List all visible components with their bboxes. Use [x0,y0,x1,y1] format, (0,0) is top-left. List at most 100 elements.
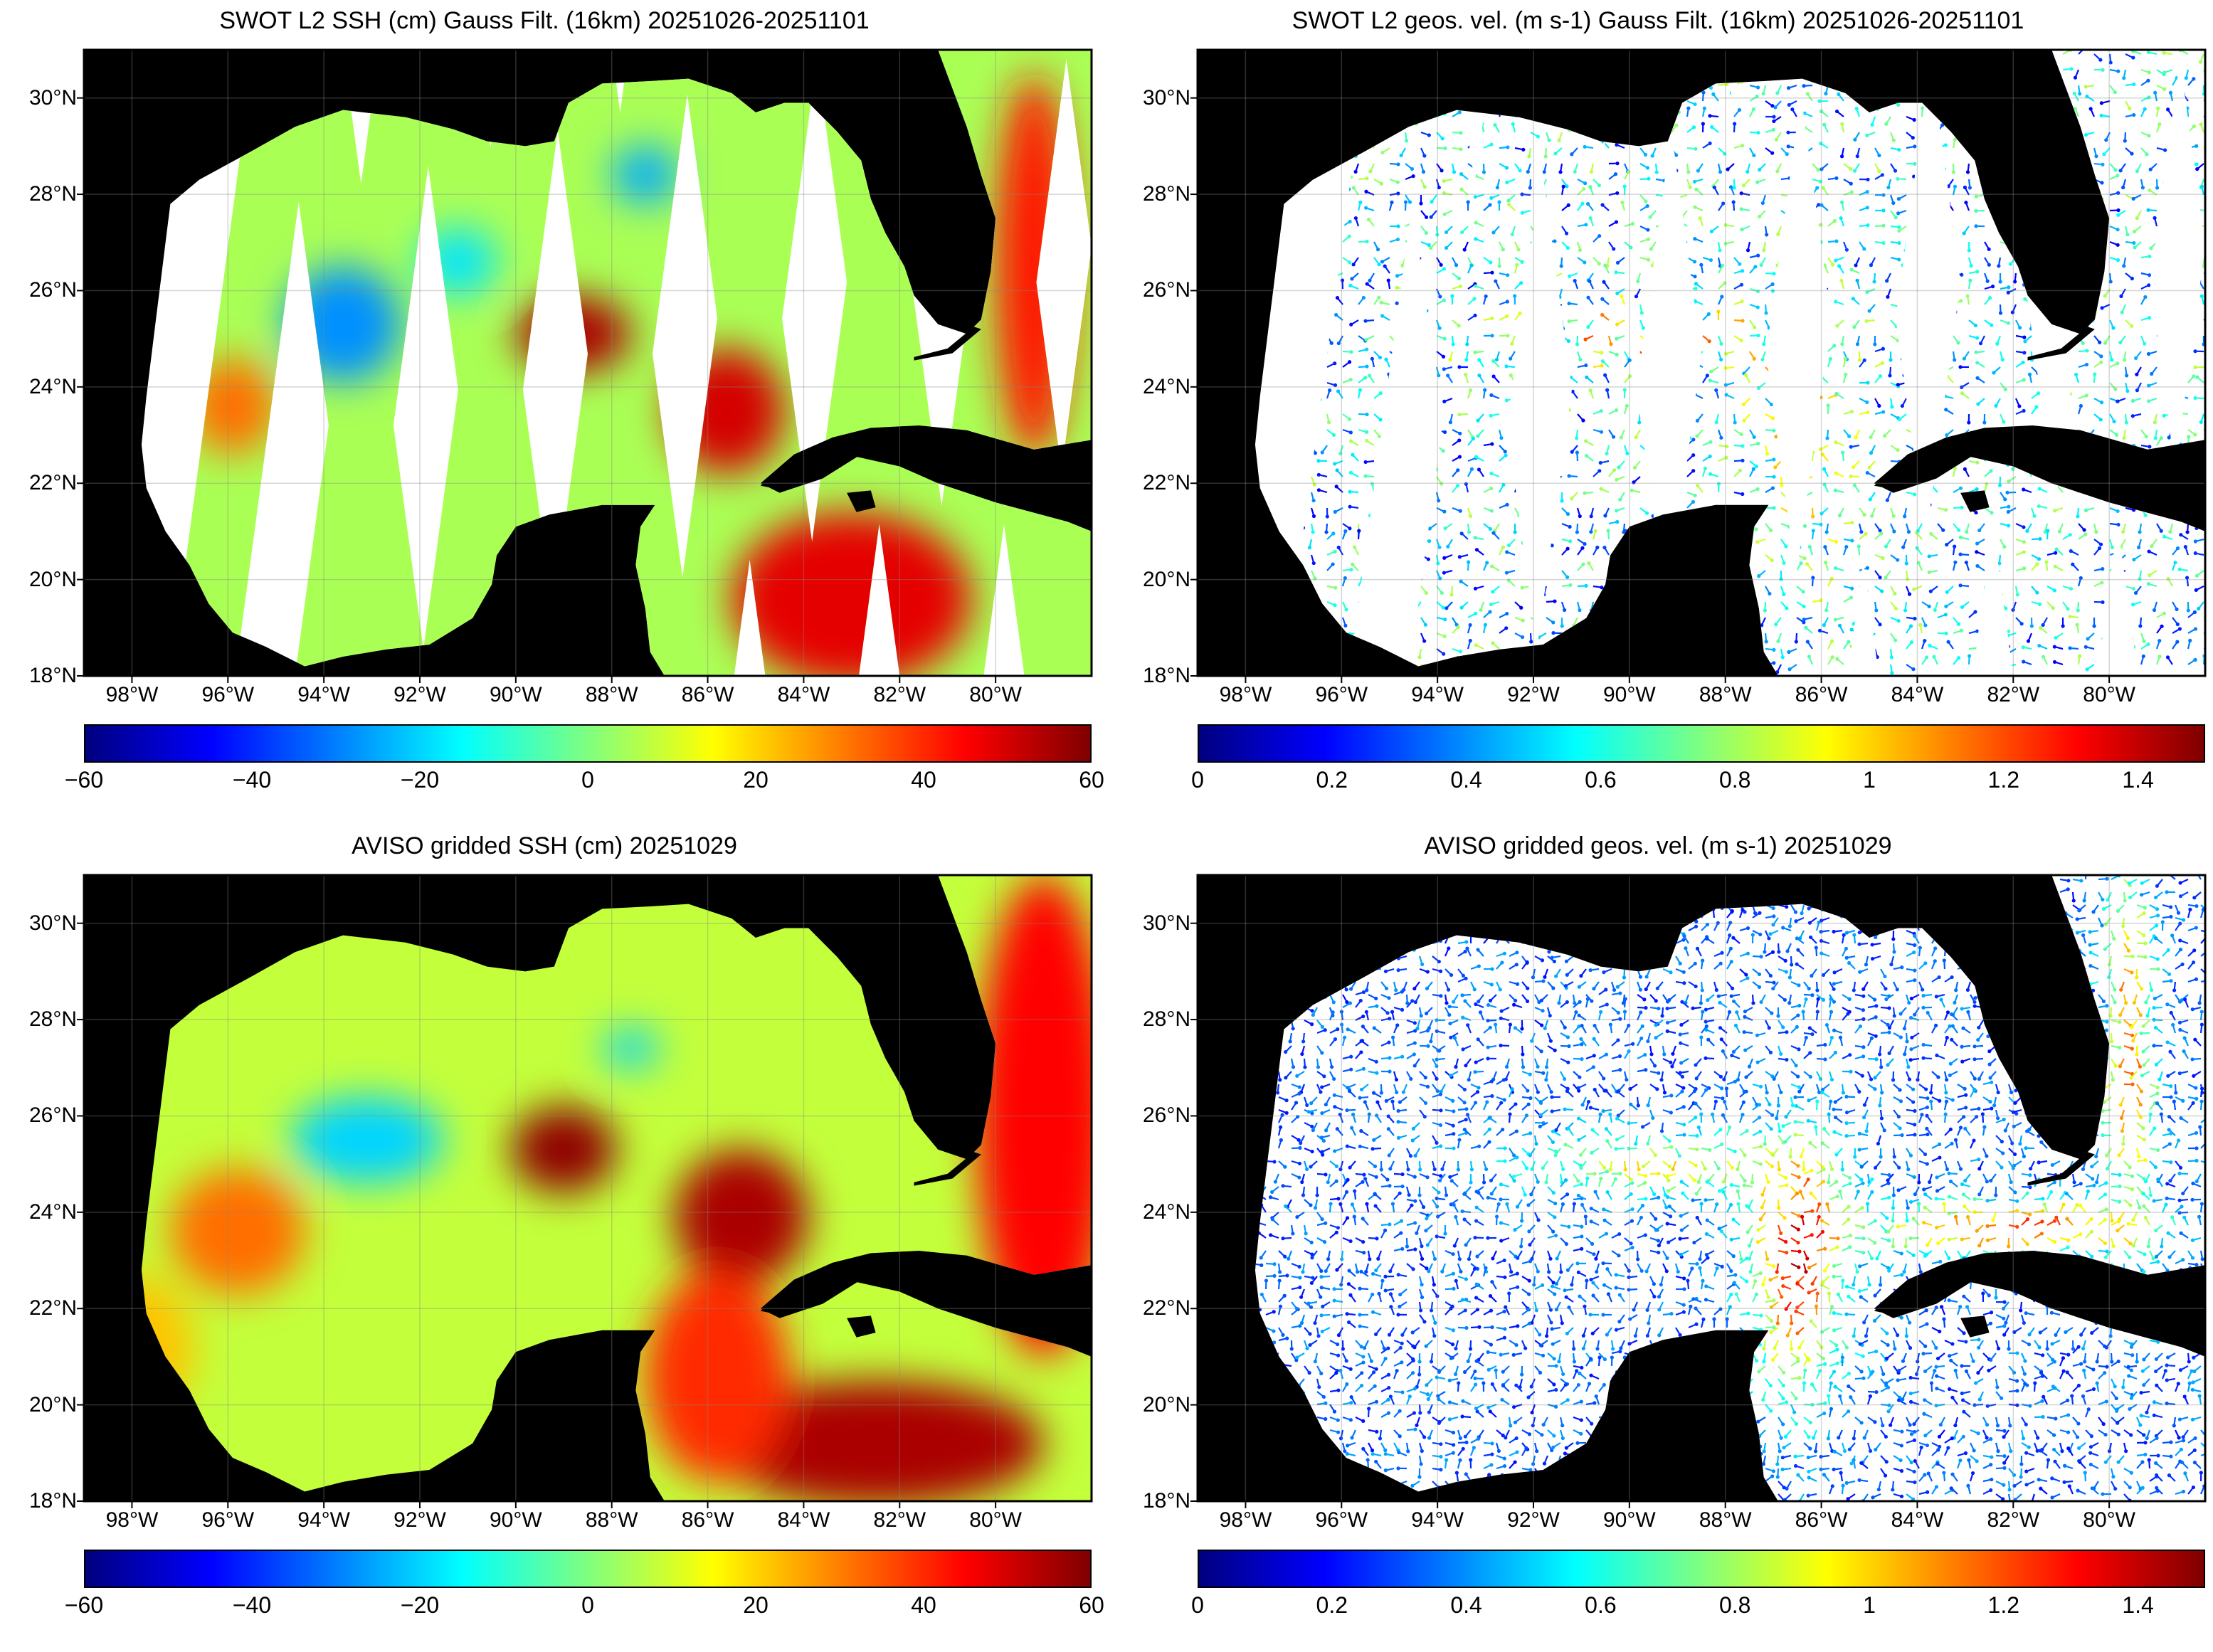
map-canvas [1190,48,2207,683]
colorbar-tick-label: 1 [1863,1592,1876,1618]
colorbar-tick-label: 40 [911,1592,936,1618]
colorbar-ssh [84,724,1092,763]
lon-tick-label: 86°W [681,1508,734,1532]
colorbar-tick-label: 20 [743,767,769,793]
lon-tick-label: 98°W [105,1508,159,1532]
lon-tick-label: 82°W [1987,1508,2040,1532]
lon-tick-label: 96°W [201,1508,255,1532]
lat-tick-label: 26°N [28,1103,77,1128]
lat-tick-label: 20°N [1142,1392,1190,1417]
map-aviso-velocity: 30°N 28°N 26°N 24°N 22°N 20°N 18°N 98°W 96°W 94°W… [1143,874,2207,1532]
colorbar-tick-label: 0 [581,767,594,793]
lat-tick-label: 22°N [1142,471,1190,495]
lat-tick-label: 28°N [28,182,77,206]
lon-tick-label: 94°W [1411,1508,1464,1532]
lat-tick-label: 18°N [1142,1489,1190,1513]
lon-tick-label: 82°W [1987,683,2040,706]
lat-tick-label: 24°N [1142,1200,1190,1224]
lon-tick-label: 84°W [777,683,830,706]
lat-tick-label: 30°N [1142,911,1190,935]
lat-tick-label: 22°N [28,471,77,495]
colorbar-tick-label: 1.4 [2122,1592,2154,1618]
panel-title: SWOT L2 geos. vel. (m s-1) Gauss Filt. (… [1292,7,2024,34]
colorbar-tick-label: 1.2 [1987,1592,2020,1618]
colorbar-tick-label: 0.4 [1450,1592,1482,1618]
map-canvas [77,874,1093,1508]
map-aviso-ssh: 30°N 28°N 26°N 24°N 22°N 20°N 18°N 98°W 96°W 94°W… [29,874,1093,1532]
map-canvas [1190,874,2207,1508]
lon-tick-label: 92°W [1507,1508,1560,1532]
panel-aviso-velocity: AVISO gridded geos. vel. (m s-1) 2025102… [1114,825,2207,1618]
lon-tick-label: 80°W [969,1508,1022,1532]
lon-tick-label: 84°W [777,1508,830,1532]
lat-tick-label: 30°N [1142,85,1190,110]
colorbar-tick-label: 1.4 [2122,767,2154,793]
panel-aviso-ssh: AVISO gridded SSH (cm) 20251029 30°N 28°N… [0,825,1104,1618]
panel-title: SWOT L2 SSH (cm) Gauss Filt. (16km) 2025… [219,7,870,34]
colorbar-tick-label: −60 [64,767,104,793]
colorbar-velocity [1198,1550,2205,1588]
map-swot-ssh: 30°N 28°N 26°N 24°N 22°N 20°N 18°N 98°W 96°W 94°W… [29,48,1093,706]
colorbar-tick-label: 0.8 [1718,767,1751,793]
lon-tick-label: 92°W [394,1508,446,1532]
colorbar-velocity [1198,724,2205,763]
lon-tick-label: 92°W [394,683,446,706]
lon-tick-label: 94°W [1411,683,1464,706]
colorbar-tick-label: 40 [911,767,936,793]
lon-tick-label: 96°W [1315,1508,1368,1532]
lon-tick-label: 90°W [490,683,542,706]
lat-tick-label: 18°N [28,664,77,687]
colorbar-tick-label: 1.2 [1987,767,2020,793]
lon-tick-label: 90°W [1603,1508,1656,1532]
colorbar-tick-label: 0 [1191,767,1204,793]
colorbar-tick-label: −40 [232,767,272,793]
lat-tick-label: 20°N [28,567,77,591]
lon-tick-label: 86°W [1795,1508,1848,1532]
lat-tick-label: 28°N [1142,1007,1190,1032]
lat-tick-label: 18°N [28,1489,77,1513]
lon-tick-label: 98°W [105,683,159,706]
lat-tick-label: 26°N [1142,278,1190,302]
colorbar-tick-label: −60 [64,1592,104,1618]
lon-tick-label: 98°W [1219,1508,1272,1532]
lat-tick-label: 20°N [28,1392,77,1417]
colorbar-ssh [84,1550,1092,1588]
lon-tick-label: 80°W [2083,683,2135,706]
lon-tick-label: 90°W [490,1508,542,1532]
lat-tick-label: 28°N [28,1007,77,1032]
colorbar-tick-label: 0.8 [1718,1592,1751,1618]
lon-tick-label: 84°W [1891,1508,1944,1532]
lat-tick-label: 20°N [1142,567,1190,591]
colorbar-tick-label: 0.2 [1316,767,1348,793]
colorbar-tick-label: 0.6 [1585,767,1617,793]
lat-tick-label: 24°N [28,374,77,398]
panel-title: AVISO gridded SSH (cm) 20251029 [352,832,737,859]
colorbar-tick-label: −20 [400,1592,440,1618]
map-swot-velocity: 30°N 28°N 26°N 24°N 22°N 20°N 18°N 98°W 96°W 94°W… [1143,48,2207,706]
map-canvas [77,48,1093,683]
colorbar-tick-label: 1 [1863,767,1876,793]
lat-tick-label: 22°N [1142,1296,1190,1320]
colorbar-tick-label: −40 [232,1592,272,1618]
lon-tick-label: 80°W [2083,1508,2135,1532]
lon-tick-label: 84°W [1891,683,1944,706]
lon-tick-label: 96°W [201,683,255,706]
colorbar-tick-label: 0 [1191,1592,1204,1618]
lat-tick-label: 30°N [28,85,77,110]
lon-tick-label: 88°W [1699,1508,1752,1532]
lon-tick-label: 88°W [585,683,638,706]
lon-tick-label: 88°W [585,1508,638,1532]
panel-swot-velocity: SWOT L2 geos. vel. (m s-1) Gauss Filt. (… [1114,0,2207,793]
lon-tick-label: 82°W [873,1508,926,1532]
lat-tick-label: 24°N [28,1200,77,1224]
colorbar-tick-label: 0.6 [1585,1592,1617,1618]
colorbar-tick-label: 0.2 [1316,1592,1348,1618]
colorbar-tick-label: 0.4 [1450,767,1482,793]
lon-tick-label: 88°W [1699,683,1752,706]
lon-tick-label: 94°W [297,683,350,706]
colorbar-tick-label: 60 [1079,767,1104,793]
lon-tick-label: 86°W [1795,683,1848,706]
panel-title: AVISO gridded geos. vel. (m s-1) 2025102… [1424,832,1892,859]
lon-tick-label: 92°W [1507,683,1560,706]
panel-swot-ssh: SWOT L2 SSH (cm) Gauss Filt. (16km) 2025… [0,0,1104,793]
